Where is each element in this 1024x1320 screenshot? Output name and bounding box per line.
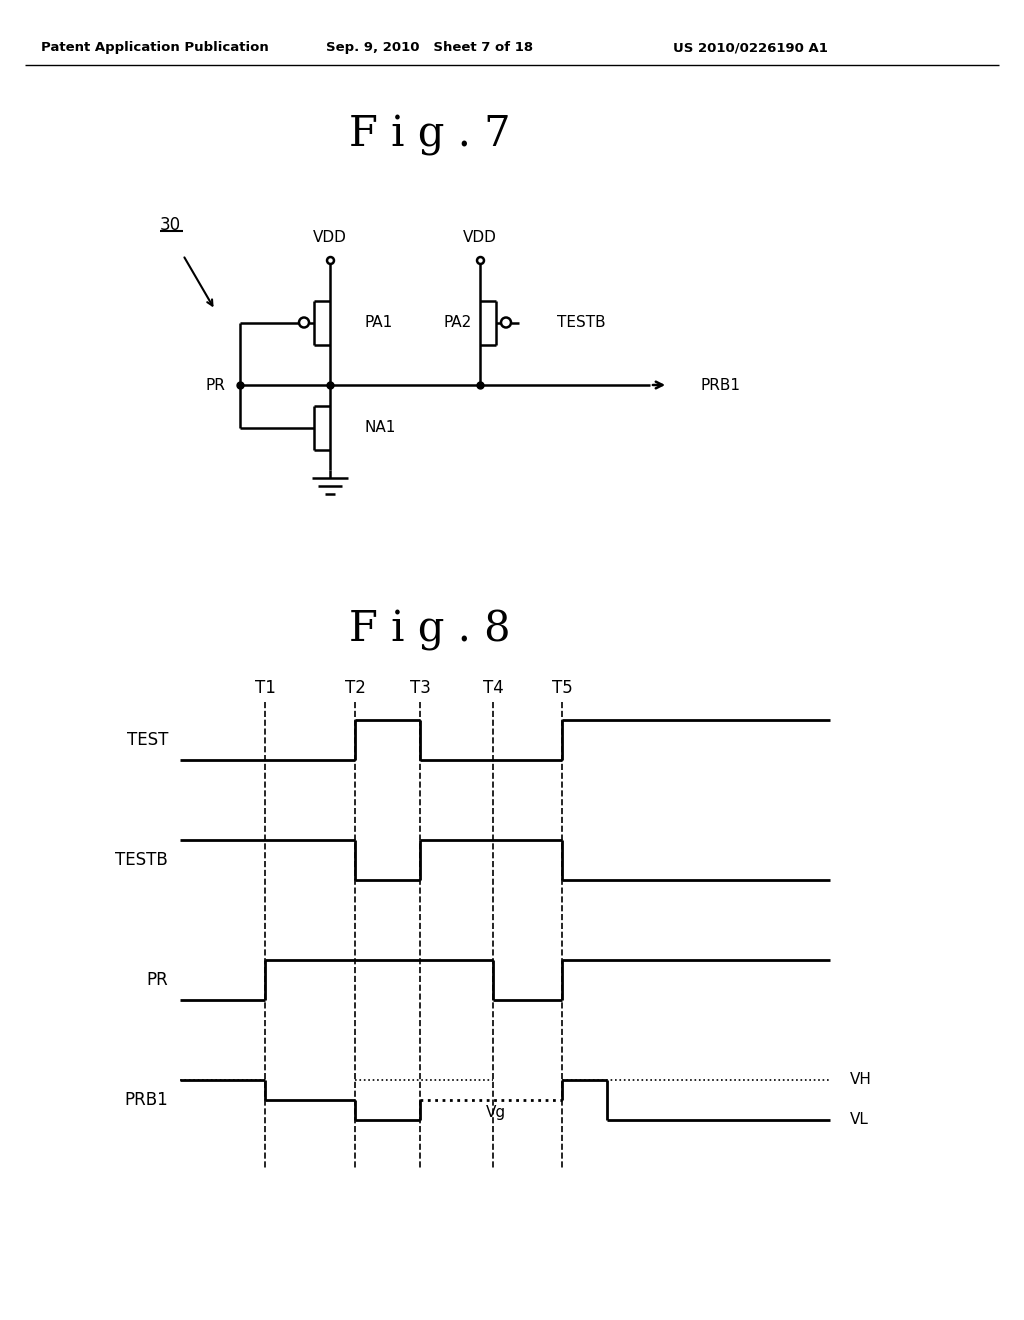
Text: TEST: TEST [127, 731, 168, 748]
Text: PA1: PA1 [365, 315, 393, 330]
Text: F i g . 8: F i g . 8 [349, 609, 511, 651]
Text: Patent Application Publication: Patent Application Publication [41, 41, 269, 54]
Text: T5: T5 [552, 678, 572, 697]
Text: US 2010/0226190 A1: US 2010/0226190 A1 [673, 41, 827, 54]
Text: VL: VL [850, 1113, 869, 1127]
Text: T3: T3 [410, 678, 430, 697]
Text: TESTB: TESTB [557, 315, 605, 330]
Text: PR: PR [205, 378, 225, 392]
Text: VDD: VDD [463, 231, 497, 246]
Text: VH: VH [850, 1072, 871, 1088]
Text: VDD: VDD [313, 231, 347, 246]
Text: PRB1: PRB1 [700, 378, 740, 392]
Text: PA2: PA2 [443, 315, 472, 330]
Text: T1: T1 [255, 678, 275, 697]
Text: 30: 30 [160, 216, 181, 234]
Text: F i g . 7: F i g . 7 [349, 114, 511, 156]
Text: PRB1: PRB1 [124, 1092, 168, 1109]
Text: NA1: NA1 [365, 420, 396, 436]
Text: T4: T4 [482, 678, 504, 697]
Text: PR: PR [146, 972, 168, 989]
Text: TESTB: TESTB [116, 851, 168, 869]
Text: Sep. 9, 2010   Sheet 7 of 18: Sep. 9, 2010 Sheet 7 of 18 [327, 41, 534, 54]
Text: T2: T2 [344, 678, 366, 697]
Text: Vg: Vg [486, 1106, 506, 1121]
